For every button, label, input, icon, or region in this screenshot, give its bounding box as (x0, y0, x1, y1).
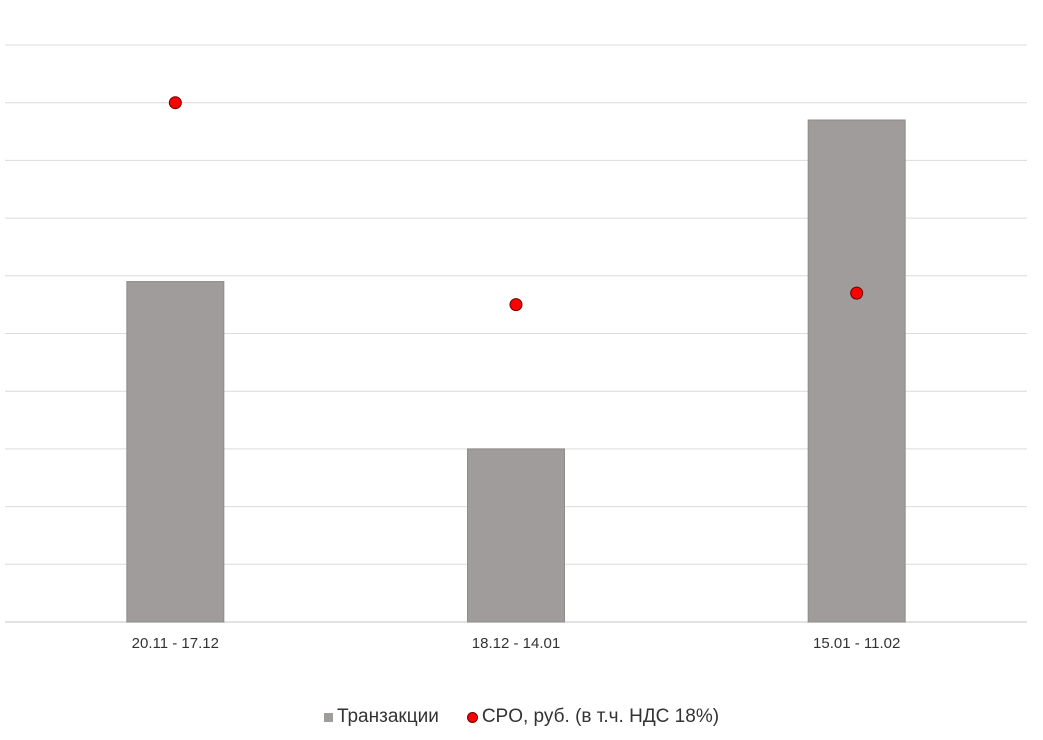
x-axis-labels: 20.11 - 17.12 18.12 - 14.01 15.01 - 11.02 (132, 635, 901, 652)
point-cpo-0 (168, 96, 182, 110)
legend: Транзакции CPO, руб. (в т.ч. НДС 18%) (0, 706, 1043, 728)
point-cpo-1 (509, 298, 523, 312)
legend-swatch-bar-icon (323, 712, 333, 722)
bar-series (126, 119, 906, 623)
legend-item-cpo: CPO, руб. (в т.ч. НДС 18%) (466, 706, 720, 728)
x-tick-label-0: 20.11 - 17.12 (132, 635, 219, 652)
chart-plot: 20.11 - 17.12 18.12 - 14.01 15.01 - 11.02 (5, 44, 1027, 652)
bar-transactions-2 (807, 119, 906, 623)
x-tick-label-1: 18.12 - 14.01 (472, 635, 560, 652)
point-series (168, 96, 864, 312)
bar-transactions-0 (126, 281, 225, 623)
point-cpo-2 (850, 286, 864, 300)
legend-swatch-dot-icon (466, 711, 478, 723)
legend-item-transactions: Транзакции (323, 706, 439, 728)
legend-label-transactions: Транзакции (336, 706, 439, 727)
legend-label-cpo: CPO, руб. (в т.ч. НДС 18%) (481, 706, 720, 727)
x-tick-label-2: 15.01 - 11.02 (813, 635, 900, 652)
bar-transactions-1 (467, 448, 565, 623)
